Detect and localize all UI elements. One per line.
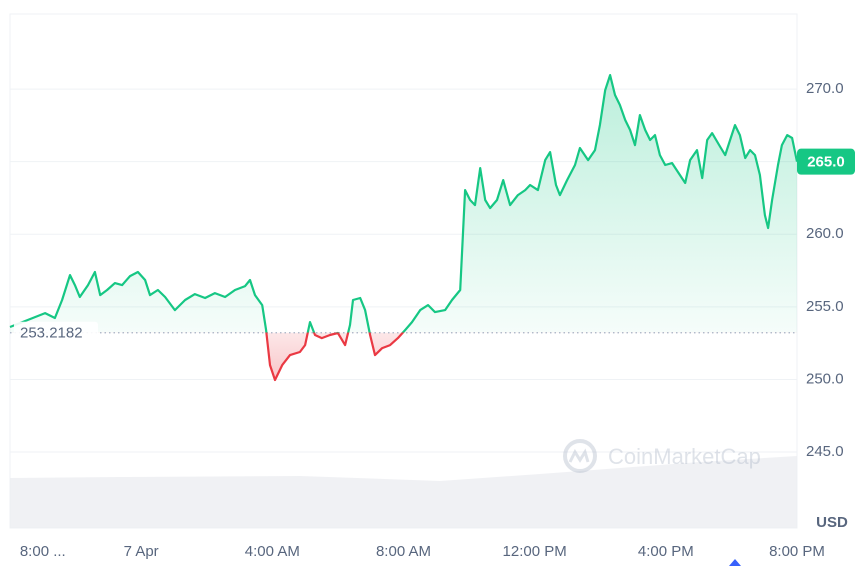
baseline-label-bg	[14, 321, 98, 344]
event-marker	[729, 559, 741, 566]
y-tick-label: 245.0	[806, 443, 844, 460]
watermark: CoinMarketCap	[563, 439, 761, 473]
x-tick-label: 7 Apr	[124, 543, 159, 560]
y-tick-label: 250.0	[806, 370, 844, 387]
y-unit: USD	[816, 514, 848, 531]
current-price-tag	[797, 148, 855, 175]
current-price-label: 265.0	[807, 154, 845, 171]
y-tick-label: 270.0	[806, 80, 844, 97]
baseline-label: 253.2182	[20, 325, 83, 342]
x-tick-label: 8:00 ...	[20, 543, 66, 560]
watermark-text: CoinMarketCap	[608, 444, 761, 469]
y-tick-label: 255.0	[806, 298, 844, 315]
x-tick-label: 4:00 PM	[638, 543, 694, 560]
price-line	[9, 74, 799, 382]
y-tick-label: 260.0	[806, 225, 844, 242]
area-fill	[10, 75, 797, 380]
x-tick-label: 8:00 PM	[769, 543, 825, 560]
x-tick-label: 8:00 AM	[376, 543, 431, 560]
volume-band	[10, 456, 797, 528]
x-tick-label: 12:00 PM	[503, 543, 567, 560]
x-tick-label: 4:00 AM	[245, 543, 300, 560]
plot: 253.2182	[9, 74, 799, 382]
